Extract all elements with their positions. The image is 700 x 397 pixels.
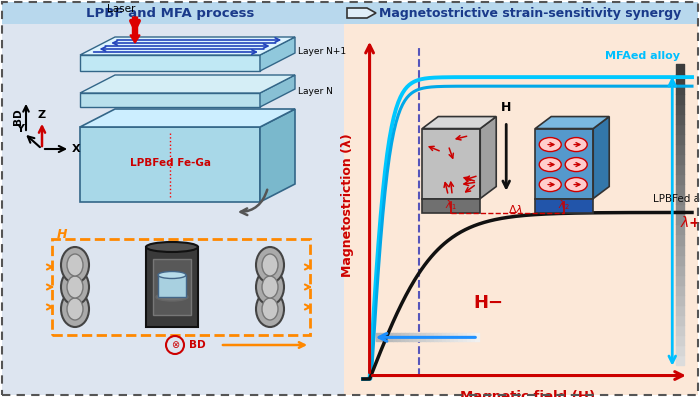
Text: Layer N: Layer N [298,87,333,96]
Text: $\Delta\lambda$: $\Delta\lambda$ [508,202,524,214]
Ellipse shape [262,276,278,298]
Text: ⊗: ⊗ [171,340,179,350]
Text: Magnetic field (H): Magnetic field (H) [460,389,595,397]
FancyArrow shape [347,8,376,18]
Ellipse shape [146,242,198,252]
Bar [2,24,344,395]
Text: BD: BD [189,340,206,350]
FancyBboxPatch shape [153,259,191,315]
FancyBboxPatch shape [158,275,186,297]
Ellipse shape [539,177,561,192]
Ellipse shape [256,291,284,327]
Bar [344,24,698,395]
Polygon shape [422,117,496,129]
Ellipse shape [565,177,587,192]
Text: X: X [71,144,80,154]
Ellipse shape [156,293,188,301]
Bar [80,93,260,107]
Ellipse shape [262,298,278,320]
Bar [422,198,480,212]
Text: Magnetostrictive strain-sensitivity synergy: Magnetostrictive strain-sensitivity syne… [379,6,681,19]
Bar [80,127,260,202]
Ellipse shape [256,269,284,305]
Ellipse shape [158,272,186,279]
Bar [2,2,698,24]
Polygon shape [260,75,295,107]
Polygon shape [480,117,496,198]
Text: LPBFed Fe-Ga: LPBFed Fe-Ga [130,158,211,168]
Text: Laser: Laser [107,4,135,14]
Text: BD: BD [13,109,23,125]
Text: Y: Y [16,124,24,134]
Polygon shape [260,109,295,202]
Polygon shape [260,37,295,71]
Ellipse shape [262,254,278,276]
FancyArrow shape [130,17,140,43]
Ellipse shape [67,254,83,276]
Polygon shape [593,117,609,198]
Text: LPBF and MFA process: LPBF and MFA process [86,6,254,19]
Ellipse shape [61,247,89,283]
Text: $\lambda$+: $\lambda$+ [680,215,700,230]
Text: H: H [57,229,67,241]
Text: Layer N+1: Layer N+1 [298,46,346,56]
Bar [80,55,260,71]
Text: LPBFed alloy: LPBFed alloy [652,194,700,204]
FancyBboxPatch shape [146,247,198,327]
Bar [422,129,480,198]
Ellipse shape [539,158,561,172]
Ellipse shape [61,269,89,305]
Text: Magnetostriction (λ): Magnetostriction (λ) [341,134,354,278]
Text: $\lambda_1$: $\lambda_1$ [445,198,457,212]
Text: H: H [501,100,512,114]
Bar [536,129,593,198]
Ellipse shape [565,158,587,172]
Text: $\lambda_2$: $\lambda_2$ [559,198,570,212]
Ellipse shape [67,276,83,298]
Text: H−: H− [473,294,503,312]
Polygon shape [536,117,609,129]
Ellipse shape [539,137,561,152]
Ellipse shape [256,247,284,283]
Text: MFAed alloy: MFAed alloy [605,51,680,61]
Polygon shape [80,109,295,127]
Ellipse shape [67,298,83,320]
Bar [536,198,593,212]
Text: Z: Z [38,110,46,120]
Polygon shape [80,75,295,93]
Polygon shape [80,37,295,55]
Ellipse shape [565,137,587,152]
Ellipse shape [61,291,89,327]
